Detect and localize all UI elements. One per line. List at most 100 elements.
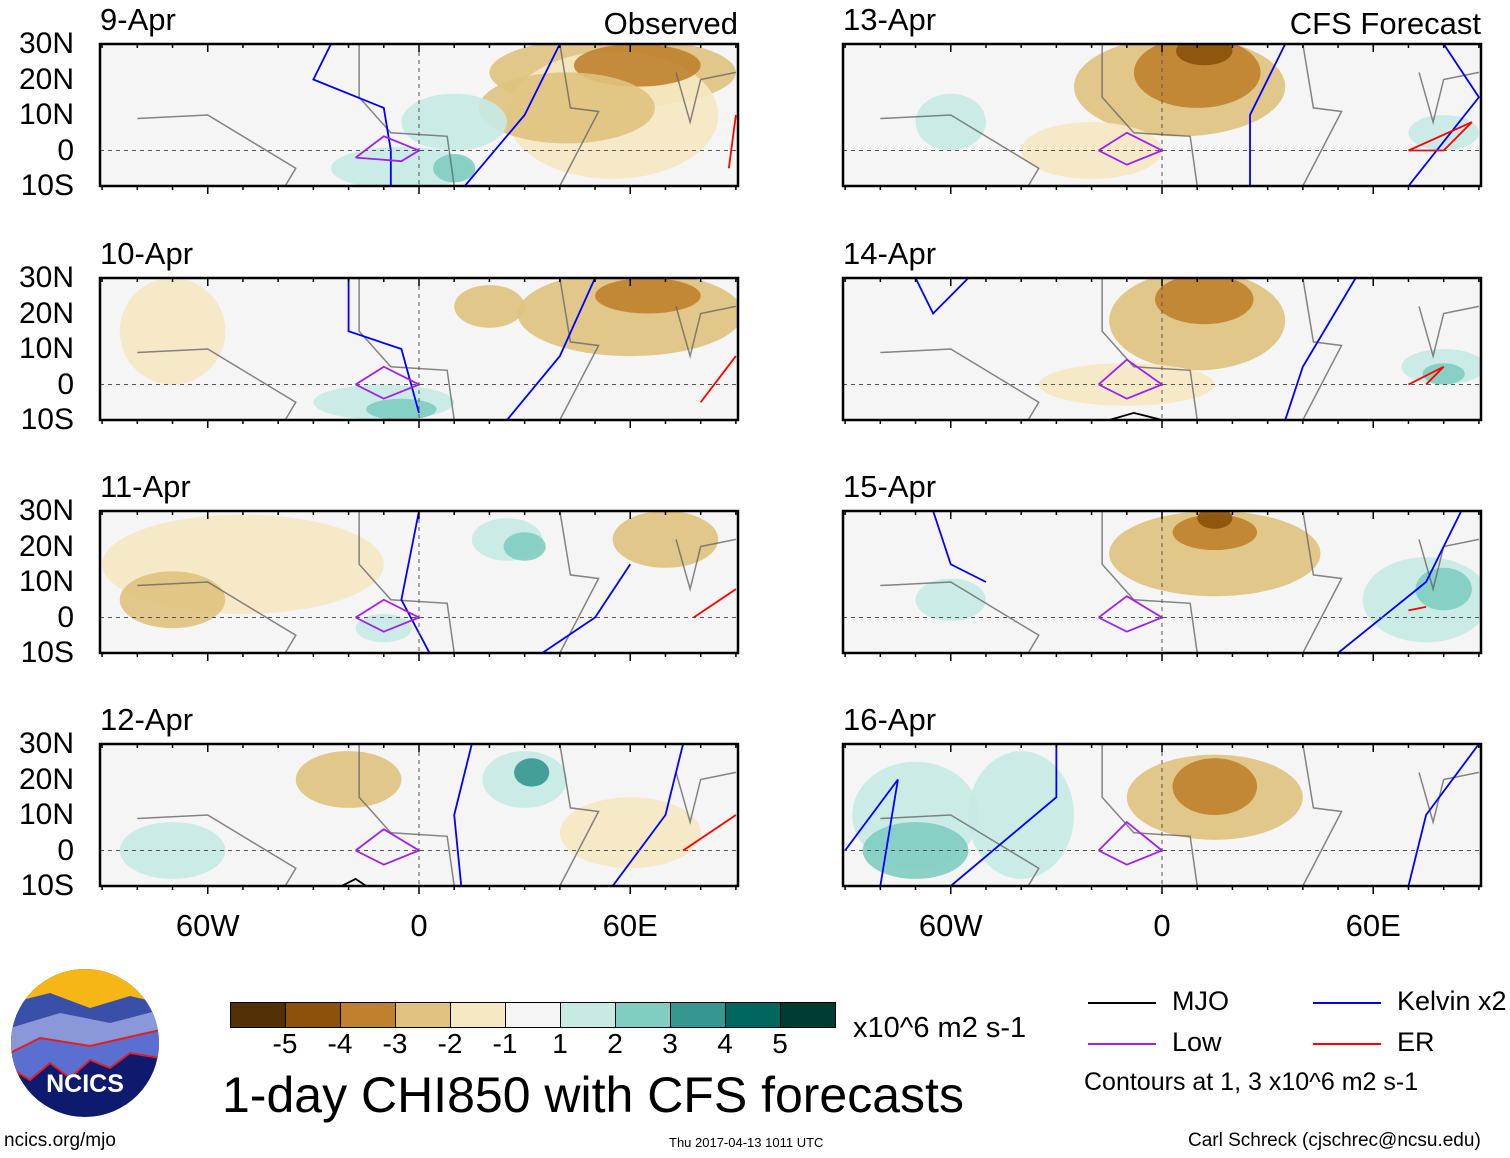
wave-contour bbox=[1337, 511, 1463, 653]
shading-region bbox=[968, 751, 1074, 879]
colorbar-label: -3 bbox=[382, 1028, 408, 1059]
colorbar-swatch bbox=[781, 1003, 835, 1027]
wave-contour bbox=[312, 44, 392, 186]
wave-contour bbox=[1407, 44, 1480, 186]
shading-region bbox=[1133, 44, 1261, 108]
panel-date: 10-Apr bbox=[100, 236, 194, 271]
colorbar-units: x10^6 m2 s-1 bbox=[853, 1012, 1027, 1044]
colorbar-label: 2 bbox=[607, 1028, 623, 1059]
lat-tick-label: 10N bbox=[18, 565, 74, 598]
footer-timestamp: Thu 2017-04-13 1011 UTC bbox=[669, 1135, 824, 1150]
map-panel bbox=[841, 742, 1483, 894]
legend-label: Kelvin x2 bbox=[1397, 986, 1507, 1016]
colorbar-swatch bbox=[231, 1003, 286, 1027]
shading-region bbox=[295, 751, 402, 808]
wave-contour bbox=[464, 44, 561, 186]
wave-contour bbox=[1408, 121, 1473, 152]
shading-region bbox=[595, 278, 701, 314]
lat-tick-label: 0 bbox=[57, 367, 74, 401]
map-panel bbox=[841, 276, 1483, 428]
wave-contour bbox=[914, 278, 969, 316]
wave-contour bbox=[1249, 44, 1287, 186]
wave-contour bbox=[950, 744, 1058, 886]
colorbar-label: -1 bbox=[492, 1028, 518, 1059]
shading-region bbox=[573, 44, 701, 87]
lat-tick-label: 10S bbox=[20, 869, 74, 902]
shading-region bbox=[503, 532, 546, 561]
shading-region bbox=[915, 93, 986, 151]
shading-region bbox=[915, 578, 986, 622]
lat-tick-label: 10N bbox=[18, 798, 74, 831]
coastline bbox=[880, 44, 1480, 186]
lat-tick-label: 30N bbox=[18, 494, 74, 527]
panel-date: 11-Apr bbox=[100, 469, 191, 504]
wave-contour bbox=[506, 278, 596, 420]
colorbar-swatch bbox=[451, 1003, 506, 1027]
colorbar-swatch bbox=[286, 1003, 341, 1027]
wave-contour bbox=[400, 511, 431, 653]
wave-contour bbox=[682, 814, 737, 852]
colorbar-label: -4 bbox=[327, 1028, 353, 1059]
wave-contour bbox=[1284, 278, 1357, 420]
map-panel bbox=[98, 42, 740, 194]
legend-label: Low bbox=[1172, 1027, 1222, 1057]
lat-tick-label: 20N bbox=[18, 296, 74, 330]
lon-tick-label: 0 bbox=[1153, 908, 1171, 943]
lat-tick-label: 10S bbox=[20, 169, 74, 202]
wave-contour bbox=[1407, 744, 1480, 886]
lat-tick-label: 10S bbox=[20, 403, 74, 436]
coastline bbox=[880, 278, 1480, 420]
map-panel bbox=[98, 276, 740, 428]
wave-contour bbox=[1408, 365, 1445, 386]
colorbar-label: 1 bbox=[552, 1028, 568, 1059]
colorbar-swatch bbox=[506, 1003, 561, 1027]
footer-url[interactable]: ncics.org/mjo bbox=[4, 1130, 116, 1151]
shading-region bbox=[1415, 567, 1472, 611]
legend-line bbox=[1313, 1043, 1381, 1045]
shading-region bbox=[119, 278, 226, 385]
lat-tick-label: 20N bbox=[18, 529, 74, 563]
wave-contour bbox=[1108, 411, 1163, 420]
colorbar bbox=[230, 1002, 836, 1028]
wave-contour bbox=[341, 877, 367, 886]
wave-contour bbox=[541, 563, 632, 653]
wave-contour bbox=[453, 744, 473, 886]
colorbar-label: -2 bbox=[437, 1028, 463, 1059]
colorbar-swatch bbox=[341, 1003, 396, 1027]
shading-region bbox=[330, 146, 472, 186]
lat-tick-label: 10N bbox=[18, 98, 74, 131]
shading-region bbox=[454, 285, 525, 328]
lat-tick-label: 0 bbox=[57, 133, 74, 167]
colorbar-label: 5 bbox=[772, 1028, 788, 1059]
shading-region bbox=[478, 72, 655, 144]
map-panel bbox=[841, 42, 1483, 194]
colorbar-label: 3 bbox=[662, 1028, 678, 1059]
lat-tick-label: 30N bbox=[18, 27, 74, 60]
lat-tick-label: 10S bbox=[20, 636, 74, 669]
panel-kind-label: Observed bbox=[603, 6, 738, 41]
panel-date: 13-Apr bbox=[843, 2, 937, 37]
coastline bbox=[880, 744, 1480, 886]
panel-date: 9-Apr bbox=[100, 2, 176, 37]
map-panel bbox=[841, 509, 1483, 661]
shading-region bbox=[514, 758, 550, 787]
lon-tick-label: 60E bbox=[1345, 908, 1401, 943]
shading-region bbox=[1172, 514, 1258, 551]
coastline bbox=[137, 44, 737, 186]
wave-contour bbox=[727, 114, 737, 169]
lon-tick-label: 60E bbox=[602, 908, 658, 943]
shading-region bbox=[1422, 363, 1465, 385]
colorbar-label: -5 bbox=[272, 1028, 298, 1059]
wave-contour bbox=[699, 355, 737, 403]
colorbar-swatch bbox=[561, 1003, 616, 1027]
panel-date: 12-Apr bbox=[100, 702, 194, 737]
coastline bbox=[137, 511, 737, 653]
colorbar-label: 4 bbox=[717, 1028, 733, 1059]
shading-region bbox=[355, 613, 412, 643]
panel-date: 14-Apr bbox=[843, 236, 937, 271]
wave-contour bbox=[693, 588, 737, 619]
panel-date: 16-Apr bbox=[843, 702, 937, 737]
lat-tick-label: 20N bbox=[18, 62, 74, 96]
shading-region bbox=[1109, 511, 1321, 597]
